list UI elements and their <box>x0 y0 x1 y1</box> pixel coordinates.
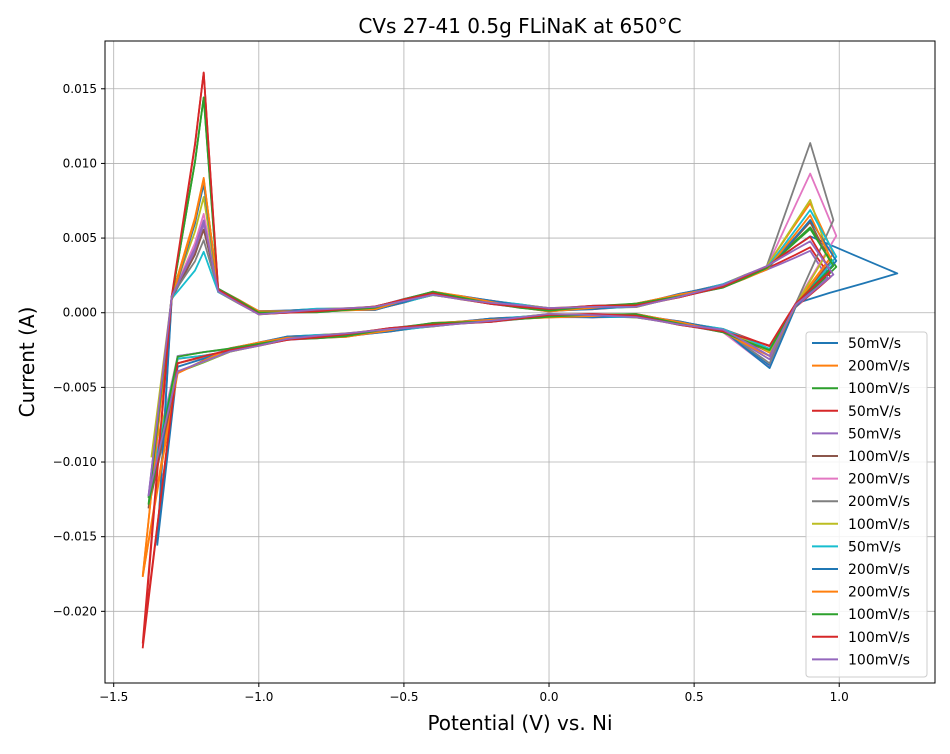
legend-label: 50mV/s <box>848 336 901 352</box>
legend-label: 200mV/s <box>848 472 910 488</box>
legend-label: 200mV/s <box>848 562 910 578</box>
series-line-12 <box>141 178 832 576</box>
legend-label: 100mV/s <box>848 449 910 465</box>
y-tick-label: 0.010 <box>63 156 97 170</box>
x-tick-label: 0.5 <box>685 690 704 704</box>
y-axis-label: Current (A) <box>15 307 39 418</box>
legend-label: 50mV/s <box>848 539 901 555</box>
legend-label: 200mV/s <box>848 585 910 601</box>
y-tick-label: 0.005 <box>63 231 97 245</box>
legend: 50mV/s 200mV/s 100mV/s 50mV/s 50mV/s 100mV/s 2… <box>805 331 928 678</box>
x-tick-label: 1.0 <box>830 690 849 704</box>
x-tick-label: −1.0 <box>244 690 273 704</box>
series-line-15 <box>147 219 835 497</box>
legend-label: 100mV/s <box>848 517 910 533</box>
y-tick-label: 0.015 <box>63 82 97 96</box>
y-tick-label: 0.000 <box>63 306 97 320</box>
y-tick-label: −0.020 <box>53 604 97 618</box>
y-tick-label: −0.005 <box>53 380 97 394</box>
x-tick-label: −0.5 <box>389 690 418 704</box>
chart-title: CVs 27-41 0.5g FLiNaK at 650°C <box>358 14 681 38</box>
legend-label: 50mV/s <box>848 426 901 442</box>
legend-label: 100mV/s <box>848 381 910 397</box>
legend-label: 100mV/s <box>848 652 910 668</box>
legend-label: 100mV/s <box>848 630 910 646</box>
legend-label: 50mV/s <box>848 404 901 420</box>
series-lines <box>141 71 899 649</box>
grid-lines <box>105 41 935 683</box>
y-tick-label: −0.010 <box>53 455 97 469</box>
legend-label: 100mV/s <box>848 607 910 623</box>
legend-label: 200mV/s <box>848 494 910 510</box>
x-tick-label: −1.5 <box>99 690 128 704</box>
x-tick-label: 0.0 <box>539 690 558 704</box>
axis-ticks: −1.5 −1.0 −0.5 0.0 0.5 1.0 −0.020 −0.015 −0.010 −… <box>53 82 849 704</box>
y-tick-label: −0.015 <box>53 530 97 544</box>
legend-label: 200mV/s <box>848 359 910 375</box>
x-axis-label: Potential (V) vs. Ni <box>427 711 612 735</box>
plot-frame <box>104 40 936 684</box>
